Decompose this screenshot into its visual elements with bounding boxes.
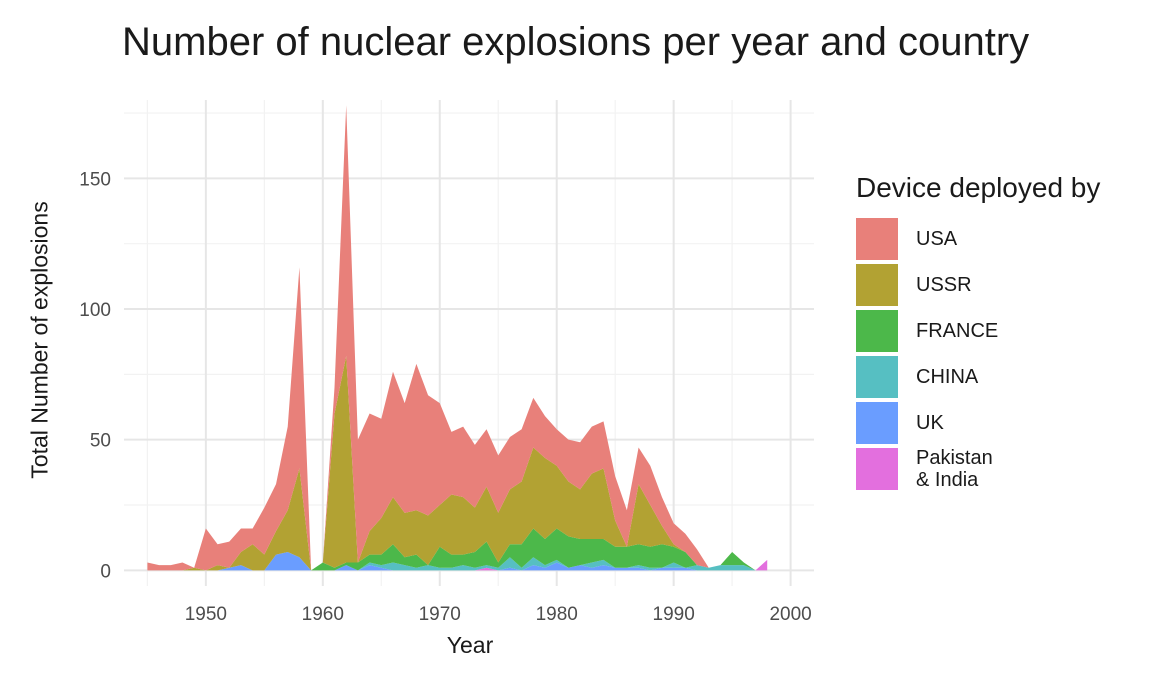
legend: Device deployed by USA USSR FRANCE CHINA UK P…	[856, 172, 1100, 492]
legend-label: CHINA	[916, 366, 979, 388]
x-tick-label: 1970	[419, 604, 461, 625]
x-tick-label: 1960	[302, 604, 344, 625]
x-tick-label: 1990	[653, 604, 695, 625]
y-tick-label: 100	[79, 300, 111, 321]
tick-labels: 1950 1960 1970 1980 1990 2000 0 50 100 150	[79, 169, 811, 625]
legend-label: Pakistan & India	[916, 447, 993, 491]
legend-label: FRANCE	[916, 320, 999, 342]
area-china	[147, 552, 768, 571]
x-tick-label: 1980	[536, 604, 578, 625]
area-uk	[147, 552, 768, 571]
x-tick-label: 1950	[185, 604, 227, 625]
y-axis-label: Total Number of explosions	[26, 201, 53, 479]
legend-items: USA USSR FRANCE CHINA UK Pakistan & India	[856, 216, 1100, 492]
x-tick-label: 2000	[769, 604, 811, 625]
area-ussr	[147, 356, 768, 571]
x-axis-label: Year	[446, 632, 494, 658]
y-tick-label: 0	[100, 561, 111, 582]
legend-item: CHINA	[856, 354, 1100, 400]
area-layers	[147, 105, 768, 571]
legend-item: USSR	[856, 262, 1100, 308]
legend-swatch	[856, 356, 898, 398]
legend-item: UK	[856, 400, 1100, 446]
legend-item: FRANCE	[856, 308, 1100, 354]
legend-swatch	[856, 448, 898, 490]
chart-title: Number of nuclear explosions per year an…	[122, 20, 1030, 64]
legend-swatch	[856, 218, 898, 260]
area-usa	[147, 105, 768, 571]
legend-item: USA	[856, 216, 1100, 262]
legend-label: USSR	[916, 274, 972, 296]
legend-item: Pakistan & India	[856, 446, 1100, 492]
legend-swatch	[856, 310, 898, 352]
legend-label: UK	[916, 412, 944, 434]
legend-swatch	[856, 402, 898, 444]
legend-label: USA	[916, 228, 958, 250]
y-tick-label: 150	[79, 169, 111, 190]
y-tick-label: 50	[90, 431, 111, 452]
legend-swatch	[856, 264, 898, 306]
legend-title: Device deployed by	[856, 172, 1101, 203]
area-france	[147, 528, 768, 571]
